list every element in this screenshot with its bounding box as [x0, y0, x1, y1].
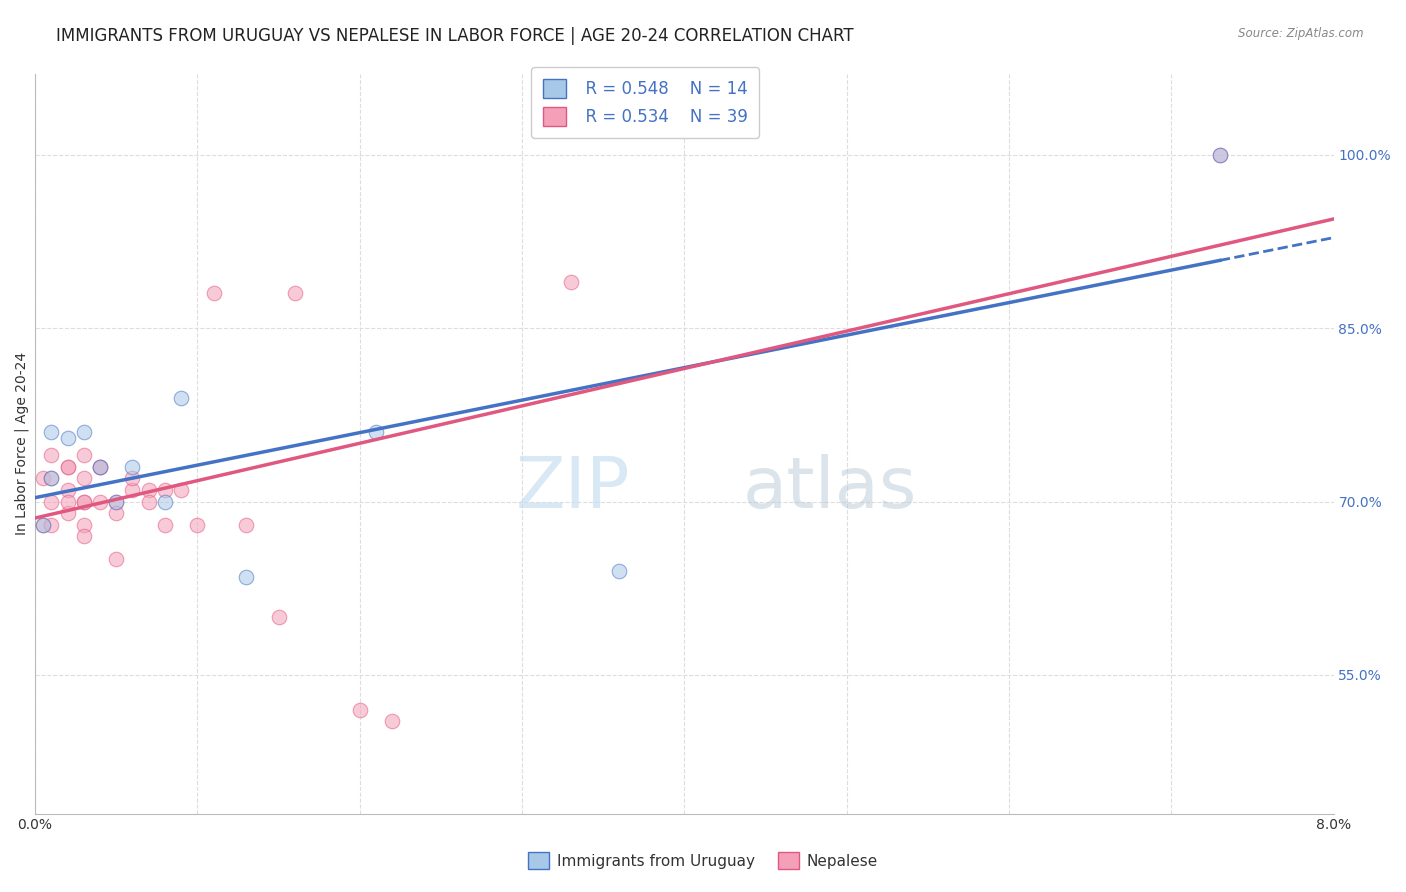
Text: Source: ZipAtlas.com: Source: ZipAtlas.com [1239, 27, 1364, 40]
Point [39, 448, 62, 462]
Point [560, 275, 582, 289]
Point [1209, 148, 1232, 162]
Legend:   R = 0.548    N = 14,   R = 0.534    N = 39: R = 0.548 N = 14, R = 0.534 N = 39 [531, 68, 759, 137]
Point [32, 517, 55, 532]
Point [364, 425, 387, 440]
Point [89, 459, 111, 474]
Point [32, 471, 55, 485]
Point [121, 471, 143, 485]
Point [39, 471, 62, 485]
Point [73, 529, 96, 543]
Point [89, 459, 111, 474]
Point [153, 494, 176, 508]
Point [105, 494, 128, 508]
Point [39, 425, 62, 440]
Legend: Immigrants from Uruguay, Nepalese: Immigrants from Uruguay, Nepalese [522, 846, 884, 875]
Point [138, 494, 160, 508]
Text: ZIP: ZIP [516, 454, 630, 523]
Point [186, 517, 208, 532]
Point [56, 494, 79, 508]
Point [138, 483, 160, 497]
Point [1209, 148, 1232, 162]
Point [32, 517, 55, 532]
Point [73, 448, 96, 462]
Point [39, 517, 62, 532]
Point [56, 459, 79, 474]
Point [235, 569, 257, 583]
Text: atlas: atlas [742, 454, 917, 523]
Point [73, 471, 96, 485]
Point [153, 483, 176, 497]
Point [89, 494, 111, 508]
Point [89, 459, 111, 474]
Point [121, 483, 143, 497]
Point [73, 517, 96, 532]
Point [267, 610, 290, 624]
Point [105, 494, 128, 508]
Point [56, 483, 79, 497]
Text: IMMIGRANTS FROM URUGUAY VS NEPALESE IN LABOR FORCE | AGE 20-24 CORRELATION CHART: IMMIGRANTS FROM URUGUAY VS NEPALESE IN L… [56, 27, 853, 45]
Point [381, 714, 404, 728]
Point [235, 517, 257, 532]
Point [349, 702, 371, 716]
Point [56, 506, 79, 520]
Point [73, 494, 96, 508]
Y-axis label: In Labor Force | Age 20-24: In Labor Force | Age 20-24 [15, 352, 30, 535]
Point [56, 431, 79, 445]
Point [105, 506, 128, 520]
Point [609, 564, 631, 578]
Point [73, 425, 96, 440]
Point [284, 286, 307, 301]
Point [73, 494, 96, 508]
Point [105, 552, 128, 566]
Point [56, 459, 79, 474]
Point [202, 286, 225, 301]
Point [170, 483, 193, 497]
Point [153, 517, 176, 532]
Point [39, 471, 62, 485]
Point [121, 459, 143, 474]
Point [39, 494, 62, 508]
Point [170, 391, 193, 405]
